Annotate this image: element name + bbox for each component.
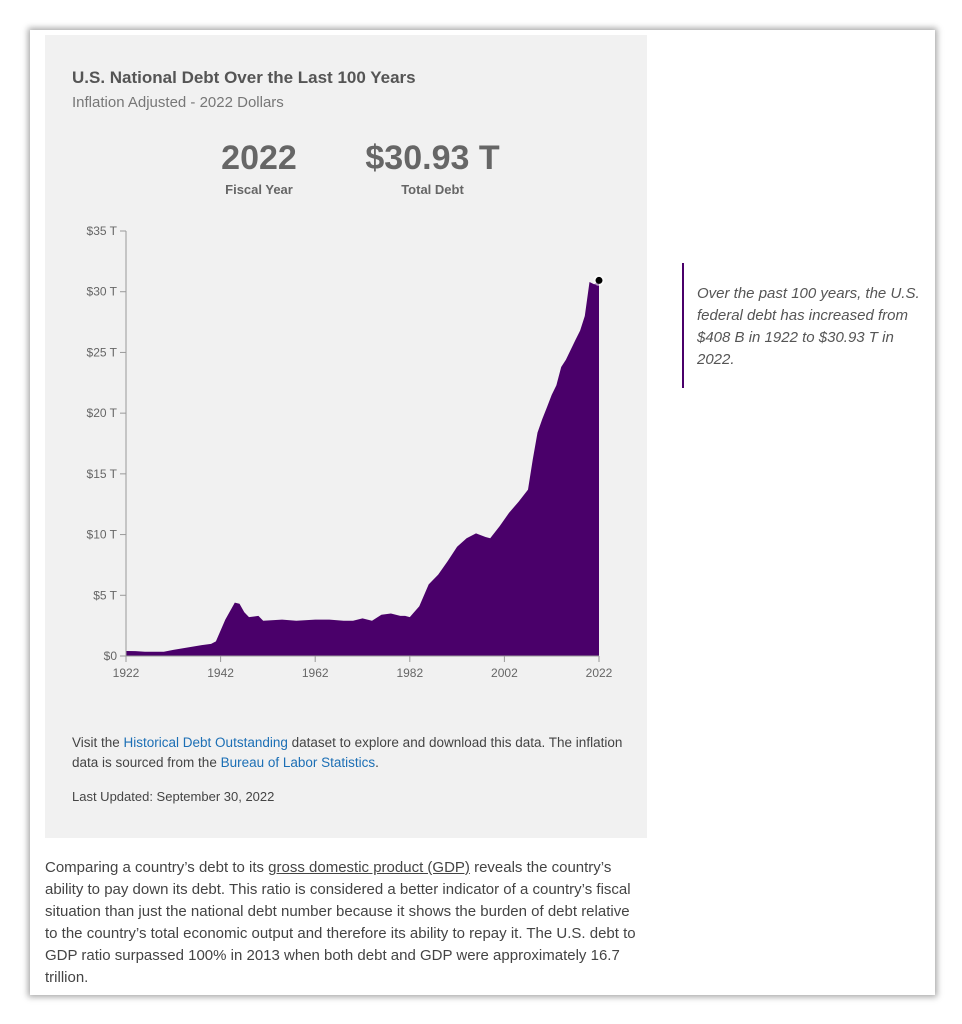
- pull-quote-text: Over the past 100 years, the U.S. federa…: [697, 285, 920, 368]
- debt-area: [126, 280, 599, 656]
- paragraph-text: reveals the country’s ability to pay dow…: [45, 859, 636, 986]
- note-text: Visit the: [72, 735, 124, 750]
- y-tick-label: $10 T: [87, 528, 118, 542]
- note-text: .: [375, 755, 379, 770]
- highlight-point: [595, 276, 603, 284]
- chart-title: U.S. National Debt Over the Last 100 Yea…: [72, 68, 416, 87]
- y-tick-label: $15 T: [87, 467, 118, 481]
- gdp-link[interactable]: gross domestic product (GDP): [268, 859, 470, 876]
- y-tick-label: $25 T: [87, 345, 118, 359]
- y-tick-label: $20 T: [87, 406, 118, 420]
- last-updated: Last Updated: September 30, 2022: [72, 789, 275, 804]
- x-tick-label: 1922: [113, 666, 140, 680]
- historical-debt-link[interactable]: Historical Debt Outstanding: [123, 735, 288, 750]
- fiscal-year-stat: 2022 Fiscal Year: [205, 138, 313, 197]
- y-tick-label: $0: [104, 649, 118, 663]
- y-tick-label: $30 T: [87, 285, 118, 299]
- bls-link[interactable]: Bureau of Labor Statistics: [220, 755, 376, 770]
- total-debt-label: Total Debt: [401, 182, 464, 197]
- y-tick-label: $5 T: [93, 588, 117, 602]
- note-text: dataset to explore and download this dat…: [72, 735, 623, 770]
- pull-quote: Over the past 100 years, the U.S. federa…: [682, 263, 927, 388]
- total-debt-value: $30.93 T: [365, 139, 500, 177]
- gdp-paragraph: Comparing a country’s debt to its gross …: [45, 857, 645, 989]
- y-tick-label: $35 T: [87, 224, 118, 238]
- fiscal-year-value: 2022: [221, 139, 297, 177]
- x-tick-label: 2002: [491, 666, 518, 680]
- debt-area-chart[interactable]: $0 $5 T $10 T $15 T $20 T $25 T $30 T $35 T 1922…: [0, 0, 962, 700]
- x-tick-label: 2022: [586, 666, 613, 680]
- chart-subtitle: Inflation Adjusted - 2022 Dollars: [72, 94, 284, 111]
- paragraph-text: Comparing a country’s debt to its: [45, 859, 269, 876]
- total-debt-stat: $30.93 T Total Debt: [350, 138, 515, 197]
- data-source-note: Visit the Historical Debt Outstanding da…: [72, 733, 632, 773]
- x-tick-label: 1942: [207, 666, 234, 680]
- x-tick-label: 1982: [396, 666, 423, 680]
- fiscal-year-label: Fiscal Year: [225, 182, 293, 197]
- x-tick-label: 1962: [302, 666, 329, 680]
